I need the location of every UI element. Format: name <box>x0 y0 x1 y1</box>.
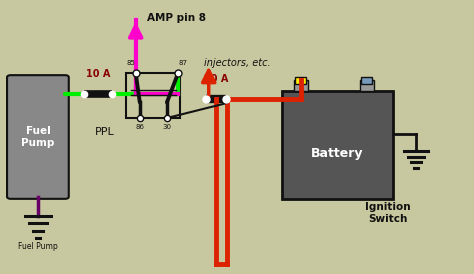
Text: 86: 86 <box>135 124 144 130</box>
Text: AMP pin 8: AMP pin 8 <box>147 13 207 23</box>
Bar <box>295 77 306 84</box>
Text: injectors, etc.: injectors, etc. <box>204 58 271 68</box>
Text: Fuel Pump: Fuel Pump <box>18 242 58 251</box>
Text: Ignition
Switch: Ignition Switch <box>365 202 410 224</box>
Text: Fuel
Pump: Fuel Pump <box>21 126 55 148</box>
FancyBboxPatch shape <box>282 91 392 199</box>
Bar <box>361 77 372 84</box>
Bar <box>359 80 374 91</box>
Bar <box>293 80 308 91</box>
Text: 85: 85 <box>127 60 136 66</box>
Text: 30: 30 <box>163 124 172 130</box>
Text: 10 A: 10 A <box>86 69 110 79</box>
Bar <box>126 73 181 118</box>
Text: 87: 87 <box>178 60 187 66</box>
FancyBboxPatch shape <box>7 75 69 199</box>
Text: Battery: Battery <box>311 147 364 160</box>
Text: 20 A: 20 A <box>204 74 228 84</box>
Text: PPL: PPL <box>95 127 115 136</box>
